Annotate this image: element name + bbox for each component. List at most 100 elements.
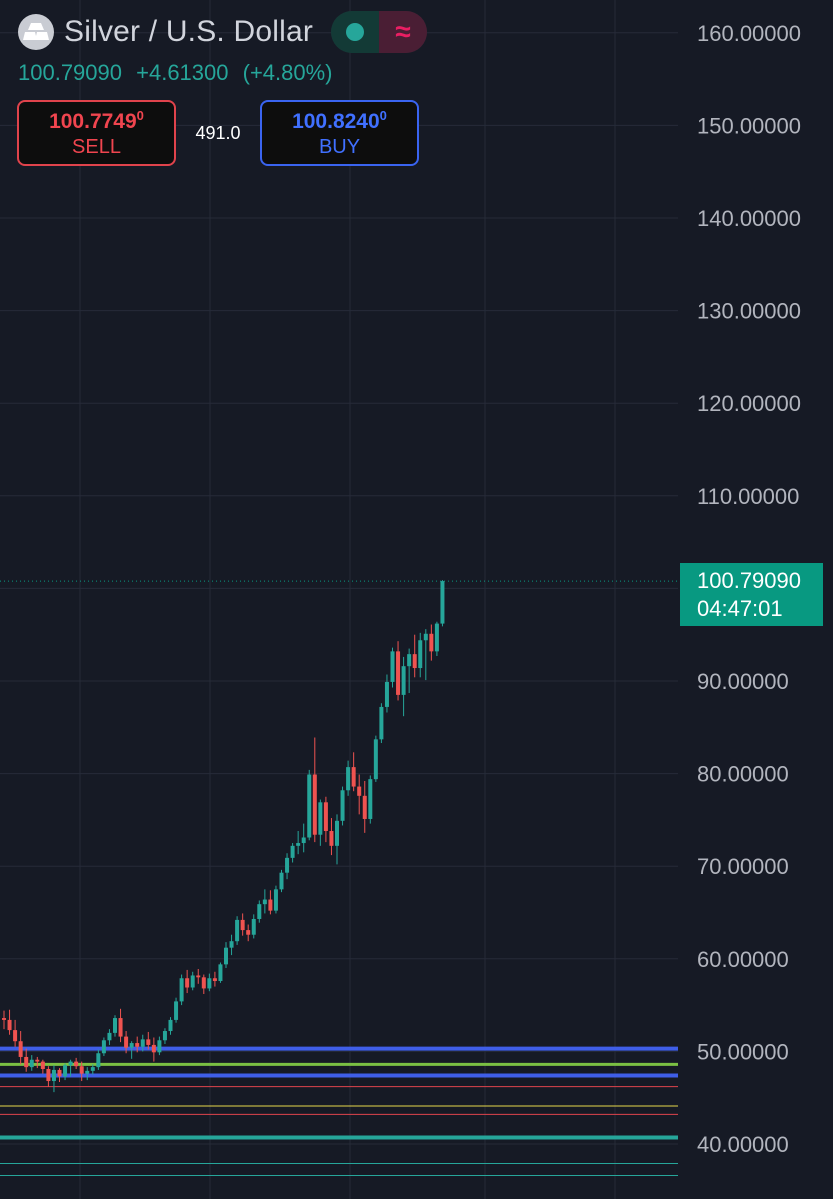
candle-body (174, 1001, 179, 1020)
candle-body (368, 779, 373, 819)
horizontal-levels (0, 580, 678, 1176)
candle-body (379, 706, 384, 740)
candle-body (285, 857, 290, 873)
candle-body (118, 1018, 123, 1037)
price-axis[interactable]: 160.00000 150.00000 140.00000 130.00000 120.… (697, 21, 801, 1157)
candle-body (168, 1019, 173, 1032)
candle-body (251, 918, 256, 935)
axis-tick-label: 90.00000 (697, 669, 789, 694)
candle-body (279, 872, 284, 890)
candle-body (268, 899, 273, 911)
candle-body (40, 1061, 45, 1069)
candle-body (257, 904, 262, 919)
candle-body (29, 1059, 34, 1068)
candle-body (140, 1039, 145, 1047)
axis-tick-label: 110.00000 (697, 484, 799, 509)
price-tag-value: 100.79090 (697, 568, 801, 593)
candle-body (135, 1043, 140, 1047)
candle-body (57, 1069, 62, 1077)
axis-tick-label: 40.00000 (697, 1132, 789, 1157)
axis-tick-label: 70.00000 (697, 854, 789, 879)
sell-label: SELL (72, 135, 121, 158)
axis-tick-label: 80.00000 (697, 762, 789, 787)
candle-body (107, 1032, 112, 1041)
market-open-indicator[interactable] (331, 11, 380, 53)
candle-body (68, 1061, 73, 1066)
quote-summary: 100.79090 +4.61300 (+4.80%) (18, 60, 427, 86)
candle-body (373, 739, 378, 780)
last-price: 100.79090 (18, 60, 122, 85)
candle-body (240, 919, 245, 931)
spread-value: 491.0 (195, 122, 241, 143)
candle-body (151, 1044, 156, 1053)
candle-body (224, 947, 228, 965)
symbol-title[interactable]: Silver / U.S. Dollar (64, 15, 314, 48)
candle-body (35, 1059, 40, 1062)
candle-body (74, 1061, 79, 1067)
candle-body (340, 790, 345, 821)
candle-body (329, 831, 334, 846)
buy-price-main: 100.8240 (292, 109, 380, 133)
buy-price-sup: 0 (379, 107, 387, 123)
price-change: +4.61300 (136, 60, 229, 85)
candle-body (401, 666, 406, 695)
candle-body (351, 767, 356, 787)
candle-body (429, 633, 434, 652)
candle-body (18, 1041, 23, 1057)
candle-body (423, 633, 428, 641)
buy-button[interactable]: 100.82400 BUY (260, 100, 419, 166)
candle-body (418, 640, 423, 669)
candle-body (79, 1066, 84, 1074)
candle-body (307, 774, 312, 838)
candle-body (440, 581, 445, 624)
symbol-header: Silver / U.S. Dollar ≈ 100.79090 +4.6130… (18, 10, 428, 86)
candle-body (129, 1043, 134, 1048)
status-dot-icon (346, 23, 365, 41)
candle-body (262, 899, 267, 905)
candle-body (273, 889, 278, 911)
axis-tick-label: 120.00000 (697, 391, 801, 416)
candle-body (24, 1056, 29, 1068)
candlestick-series (2, 580, 445, 1093)
candle-body (85, 1070, 90, 1074)
sell-button[interactable]: 100.77490 SELL (17, 100, 176, 166)
sell-price: 100.77490 (49, 108, 144, 134)
candle-body (2, 1018, 6, 1020)
candle-body (46, 1068, 51, 1082)
candle-body (290, 845, 295, 858)
axis-tick-label: 140.00000 (697, 206, 801, 231)
candle-body (301, 837, 306, 844)
silver-bars-icon[interactable] (18, 14, 54, 50)
candle-body (179, 978, 184, 1002)
candle-body (96, 1053, 101, 1068)
axis-tick-label: 150.00000 (697, 113, 801, 138)
axis-tick-label: 50.00000 (697, 1039, 789, 1064)
candle-body (434, 623, 439, 652)
candle-body (201, 977, 206, 989)
candle-body (101, 1040, 106, 1054)
candle-body (390, 651, 395, 682)
candle-body (7, 1019, 12, 1031)
candle-body (362, 795, 367, 819)
buy-label: BUY (318, 135, 361, 158)
candle-body (235, 919, 240, 942)
candle-body (90, 1067, 95, 1071)
price-change-percent: (+4.80%) (242, 60, 333, 85)
axis-tick-label: 130.00000 (697, 299, 801, 324)
candle-body (51, 1069, 56, 1082)
candle-body (396, 651, 401, 695)
candle-body (13, 1030, 18, 1042)
candle-body (335, 820, 339, 846)
candle-body (146, 1039, 151, 1045)
candle-body (296, 843, 301, 846)
candle-body (407, 654, 412, 667)
candle-body (124, 1036, 129, 1048)
candle-body (384, 681, 389, 707)
candle-body (157, 1040, 162, 1053)
candle-body (113, 1018, 117, 1033)
candle-body (346, 767, 351, 791)
market-status-toggle[interactable]: ≈ (331, 11, 428, 53)
approx-wave-icon[interactable]: ≈ (379, 11, 428, 53)
candle-body (323, 802, 328, 832)
